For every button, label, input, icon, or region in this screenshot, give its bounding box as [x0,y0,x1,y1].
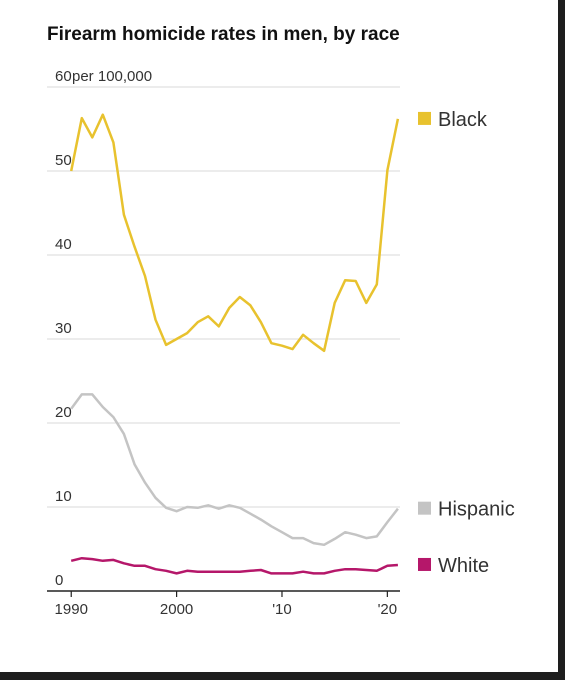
legend-label: Hispanic [438,499,515,521]
legend-swatch [418,111,431,125]
legend-swatch [418,501,431,515]
y-tick-label: 60 [55,68,72,85]
line-0 [69,113,400,353]
legend-swatch [418,557,431,571]
legend-label: White [438,555,489,577]
y-tick-label: 10 [55,488,72,505]
x-tick-label: 2000 [160,601,193,618]
line-1 [70,393,399,547]
line-2 [70,556,398,575]
legend-label: Black [438,109,488,131]
x-tick-label: '20 [378,601,398,618]
y-unit: per 100,000 [72,68,152,85]
y-tick-label: 20 [55,404,72,421]
y-tick-label: 50 [55,152,72,169]
y-tick-label: 0 [55,572,63,589]
x-tick-label: 1990 [55,601,88,618]
chart-title: Firearm homicide rates in men, by race [47,24,400,45]
y-tick-label: 30 [55,320,72,337]
x-tick-label: '10 [272,601,292,618]
y-tick-label: 40 [55,236,72,253]
